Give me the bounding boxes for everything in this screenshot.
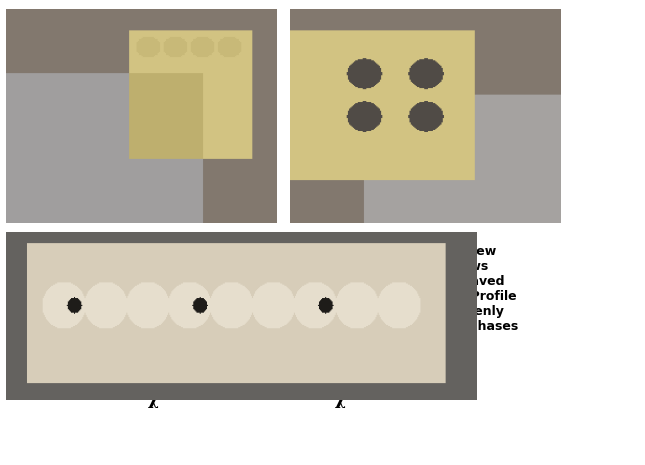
Text: Top View: Top View [151,235,221,249]
Text: Top View
Shows
Interleaved
Molded Profile
and Evenly
Spaced Chases: Top View Shows Interleaved Molded Profil… [413,245,518,332]
Text: χ: χ [243,380,253,397]
Text: χ: χ [148,391,159,408]
Text: Bottom View: Bottom View [341,235,441,249]
Text: χ: χ [411,380,422,397]
Text: χ: χ [335,391,346,408]
